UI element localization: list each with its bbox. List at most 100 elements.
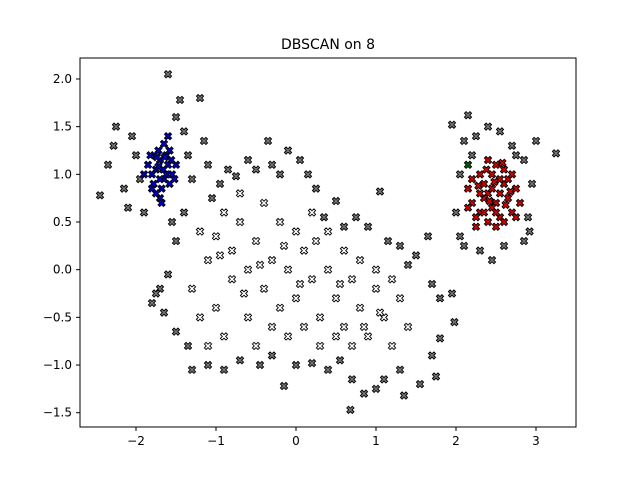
data-point	[499, 217, 509, 227]
data-point	[166, 155, 176, 165]
data-point	[359, 322, 369, 332]
data-point	[155, 174, 165, 184]
data-point	[315, 341, 325, 351]
data-point	[447, 289, 457, 298]
data-point	[455, 232, 465, 241]
data-point	[291, 227, 301, 236]
data-point	[479, 208, 489, 217]
data-point	[291, 294, 301, 303]
data-point	[379, 375, 389, 384]
y-tick-label: 0.5	[53, 215, 72, 229]
data-point	[331, 196, 341, 206]
data-point	[299, 322, 309, 332]
data-point	[243, 155, 253, 165]
data-point	[203, 360, 213, 370]
data-point	[275, 303, 285, 313]
data-point	[482, 165, 491, 174]
data-point	[255, 260, 265, 270]
data-point	[283, 146, 293, 155]
data-point	[355, 255, 365, 265]
data-point	[335, 356, 345, 365]
data-point	[323, 365, 333, 375]
data-point	[175, 95, 185, 105]
data-point	[339, 246, 349, 255]
data-point	[235, 356, 245, 365]
data-point	[403, 260, 413, 270]
data-point	[195, 313, 205, 322]
data-point	[463, 203, 473, 212]
data-point	[463, 160, 473, 170]
x-tick-label: 1	[372, 434, 380, 448]
x-tick-label: 0	[292, 434, 300, 448]
data-point	[347, 341, 357, 351]
data-point	[495, 127, 505, 136]
data-point	[463, 184, 473, 193]
data-point	[355, 303, 365, 313]
data-point	[423, 232, 433, 241]
data-point	[127, 131, 137, 141]
data-point	[471, 212, 481, 222]
data-point	[160, 152, 170, 162]
y-tick-label: −1.5	[43, 406, 72, 420]
data-point	[551, 149, 561, 158]
data-point	[450, 317, 459, 327]
data-point	[451, 208, 461, 217]
data-point	[331, 332, 341, 341]
data-point	[295, 279, 305, 289]
data-point	[139, 208, 149, 217]
data-point	[163, 131, 173, 141]
data-point	[475, 170, 485, 179]
data-point	[346, 405, 355, 415]
data-point	[447, 120, 457, 129]
data-point	[307, 274, 317, 284]
data-point	[109, 141, 118, 150]
data-point	[339, 322, 349, 332]
data-point	[371, 384, 381, 394]
x-tick-label: −2	[127, 434, 145, 448]
data-point	[187, 365, 197, 375]
data-point	[519, 155, 529, 165]
x-tick-label: −1	[207, 434, 225, 448]
y-tick-label: 0.0	[53, 263, 72, 277]
data-point	[315, 313, 325, 322]
data-point	[323, 265, 333, 274]
data-point	[371, 265, 381, 274]
data-point	[491, 160, 501, 170]
data-point	[171, 327, 181, 336]
data-point	[471, 222, 481, 232]
x-tick-label: 3	[532, 434, 540, 448]
data-point	[487, 170, 497, 179]
data-point	[219, 365, 229, 375]
x-tick-label: 2	[452, 434, 460, 448]
data-point	[131, 151, 141, 160]
y-tick-label: −1.0	[43, 358, 72, 372]
data-point	[267, 160, 277, 170]
data-point	[170, 174, 179, 184]
data-point	[187, 284, 197, 293]
data-point	[147, 184, 157, 193]
data-point	[203, 160, 213, 170]
y-tick-label: 1.0	[53, 167, 72, 181]
data-point	[515, 198, 525, 208]
data-point	[227, 246, 237, 255]
data-point	[279, 381, 289, 391]
data-point	[427, 279, 437, 289]
data-point	[295, 155, 305, 165]
data-point	[511, 151, 521, 160]
data-point	[207, 193, 217, 203]
data-point	[427, 351, 437, 360]
data-point	[119, 184, 129, 193]
data-point	[279, 241, 289, 251]
chart-title: DBSCAN on 8	[281, 37, 375, 53]
data-point	[159, 308, 169, 317]
data-point	[435, 294, 445, 303]
data-point	[347, 274, 357, 284]
data-point	[219, 332, 229, 341]
data-point	[455, 170, 465, 179]
plot-area	[80, 58, 576, 427]
data-point	[459, 241, 469, 251]
data-point	[459, 136, 469, 146]
data-point	[275, 217, 285, 227]
data-point	[463, 110, 473, 120]
